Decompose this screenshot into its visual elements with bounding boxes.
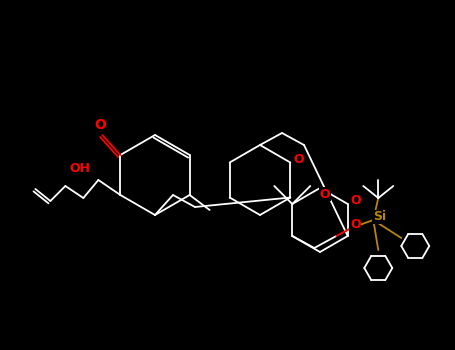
Text: OH: OH [70,161,91,175]
Text: O: O [350,217,361,231]
Text: Si: Si [373,210,386,224]
Text: O: O [320,188,330,201]
Text: O: O [95,118,106,132]
Text: O: O [350,195,361,208]
Text: O: O [293,153,303,166]
